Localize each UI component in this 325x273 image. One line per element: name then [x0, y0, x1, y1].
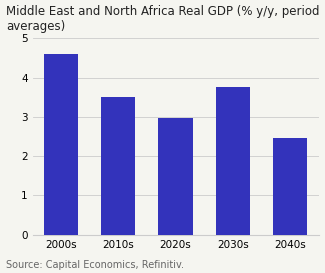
- Bar: [44, 54, 78, 235]
- Bar: [273, 138, 307, 235]
- Bar: [158, 118, 193, 235]
- Text: Middle East and North Africa Real GDP (% y/y, period averages): Middle East and North Africa Real GDP (%…: [6, 5, 320, 33]
- Bar: [101, 97, 136, 235]
- Text: Source: Capital Economics, Refinitiv.: Source: Capital Economics, Refinitiv.: [6, 260, 185, 270]
- Bar: [215, 87, 250, 235]
